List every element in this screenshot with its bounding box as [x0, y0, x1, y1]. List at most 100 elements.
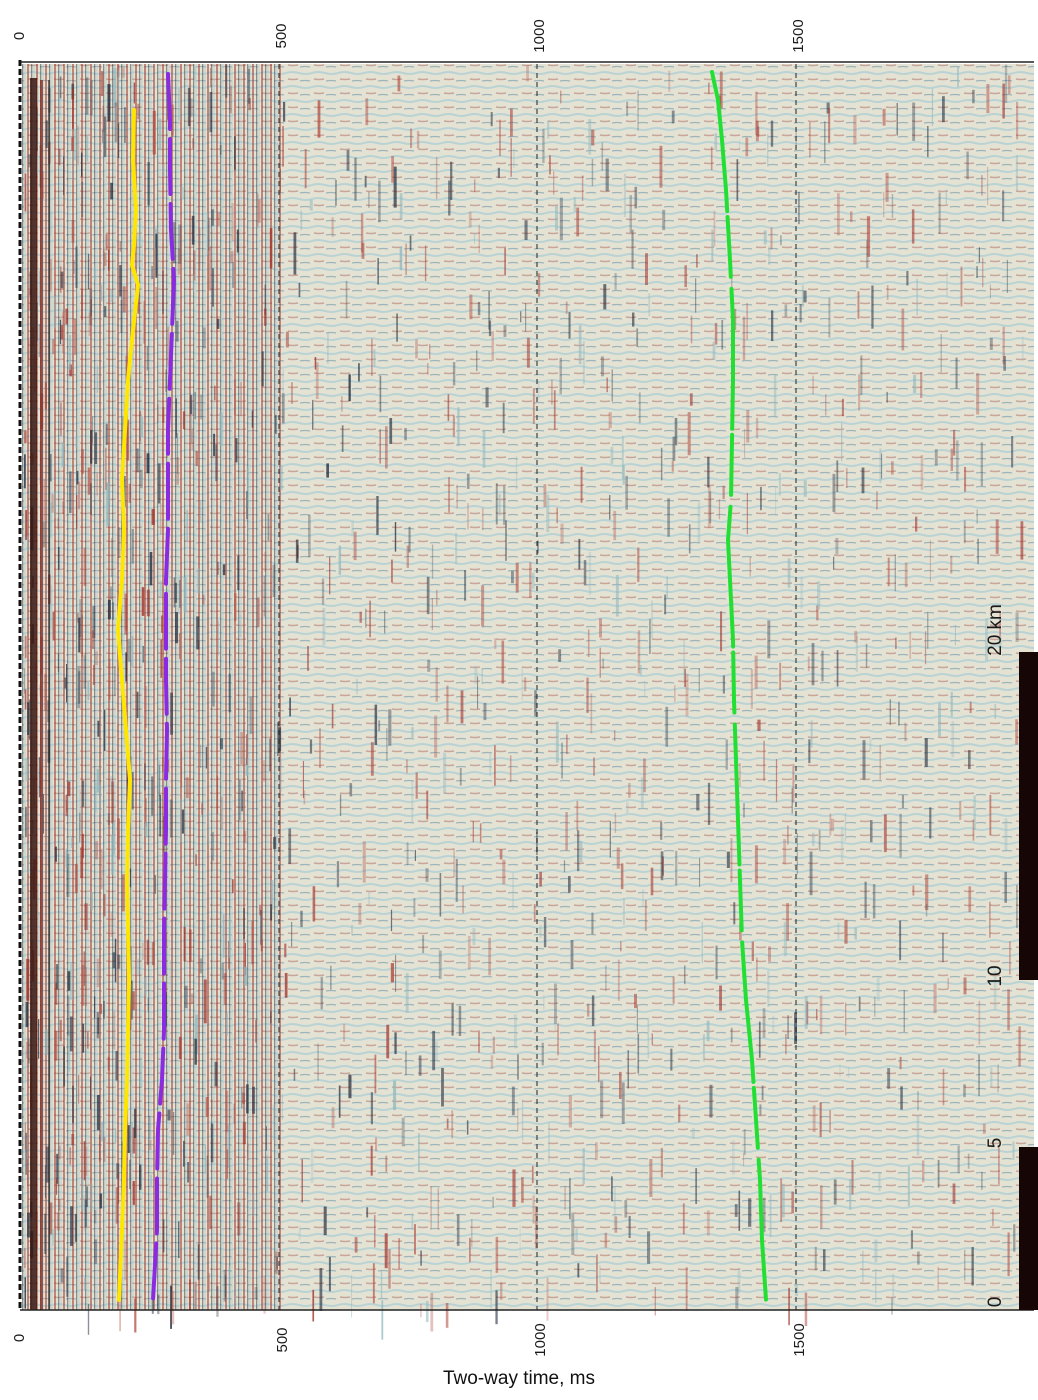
reflector-mark [130, 1004, 132, 1031]
reflector-mark [644, 900, 647, 931]
reflector-mark [145, 798, 147, 827]
reflector-mark [341, 396, 343, 412]
reflector-mark [588, 551, 592, 595]
reflector-mark [83, 1194, 85, 1232]
reflector-mark [490, 1269, 492, 1309]
reflector-mark [771, 310, 774, 342]
reflector-mark [1007, 989, 1010, 1031]
reflector-mark [136, 234, 140, 267]
reflector-mark [504, 247, 506, 275]
reflector-mark [742, 316, 746, 360]
horizon-green [710, 70, 768, 1302]
reflector-mark [601, 356, 604, 377]
reflector-mark [911, 209, 915, 244]
reflector-mark [844, 919, 848, 944]
reflector-mark [543, 994, 545, 1010]
reflector-mark [157, 404, 159, 423]
reflector-mark [359, 611, 362, 623]
reflector-mark [102, 105, 105, 132]
reflector-mark [994, 703, 997, 719]
reflector-mark [229, 649, 231, 668]
reflector-mark [539, 925, 542, 938]
reflector-mark [706, 1020, 710, 1042]
reflector-mark [151, 1292, 154, 1314]
reflector-mark [626, 101, 629, 117]
reflector-mark [698, 668, 700, 693]
reflector-mark [784, 304, 788, 317]
reflector-mark [990, 1067, 993, 1088]
reflector-mark [117, 1173, 120, 1204]
reflector-mark [151, 942, 155, 966]
reflector-mark [145, 822, 148, 838]
reflector-mark [882, 108, 886, 126]
reflector-mark [783, 839, 787, 865]
reflector-mark [82, 1023, 85, 1053]
reflector-mark [55, 199, 57, 216]
reflector-mark [978, 1054, 980, 1096]
reflector-mark [559, 357, 562, 395]
reflector-mark [353, 531, 357, 561]
reflector-mark [862, 1250, 864, 1283]
reflector-mark [895, 637, 897, 649]
reflector-mark [754, 655, 758, 689]
horizon-yellow [116, 108, 140, 1302]
reflector-mark [107, 84, 111, 122]
reflector-mark [762, 1197, 766, 1233]
reflector-mark [308, 515, 311, 558]
reflector-mark [1002, 83, 1005, 119]
reflector-mark [219, 412, 223, 446]
reflector-mark [69, 1016, 73, 1052]
reflector-mark [938, 192, 941, 234]
reflector-mark [114, 938, 117, 983]
reflector-mark [915, 516, 918, 532]
reflector-mark [65, 308, 69, 325]
reflector-mark [901, 308, 905, 351]
reflector-mark [49, 502, 52, 538]
reflector-mark [560, 90, 562, 104]
reflector-mark [351, 521, 354, 536]
reflector-mark [97, 720, 100, 737]
reflector-mark [38, 912, 40, 956]
reflector-mark [270, 904, 273, 921]
reflector-mark [672, 976, 675, 1004]
reflector-mark [68, 1030, 70, 1072]
reflector-mark [245, 758, 249, 776]
reflector-mark [158, 765, 161, 797]
reflector-mark [298, 1226, 301, 1240]
reflector-mark [573, 197, 577, 212]
reflector-mark [883, 814, 887, 853]
reflector-mark [369, 600, 371, 638]
reflector-mark [398, 1238, 400, 1270]
reflector-mark [202, 327, 206, 349]
reflector-mark [307, 646, 309, 671]
reflector-mark [93, 266, 96, 281]
reflector-mark [505, 520, 507, 561]
reflector-mark [787, 558, 791, 588]
reflector-mark [537, 380, 540, 400]
reflector-mark [599, 1265, 601, 1284]
time-axis-title: Two-way time, ms [442, 1368, 596, 1389]
reflector-mark [772, 1015, 775, 1034]
reflector-mark [81, 181, 84, 217]
reflector-mark [483, 702, 487, 721]
reflector-mark [993, 971, 997, 1010]
reflector-mark [598, 1046, 600, 1083]
reflector-mark [816, 605, 819, 621]
reflector-mark [247, 68, 250, 104]
reflector-mark [1012, 1141, 1015, 1160]
reflector-mark [59, 1019, 62, 1042]
reflector-mark [502, 859, 506, 885]
reflector-mark [751, 941, 754, 961]
reflector-mark [205, 746, 208, 769]
reflector-mark [368, 191, 370, 208]
reflector-mark [390, 963, 394, 983]
reflector-mark [103, 1001, 105, 1019]
reflector-mark [891, 461, 894, 475]
reflector-mark [736, 159, 739, 201]
reflector-mark [216, 318, 220, 329]
reflector-mark [77, 665, 81, 709]
reflector-mark [1008, 75, 1011, 94]
reflector-mark [351, 924, 353, 935]
reflector-mark [424, 245, 427, 281]
reflector-mark [28, 1038, 31, 1064]
